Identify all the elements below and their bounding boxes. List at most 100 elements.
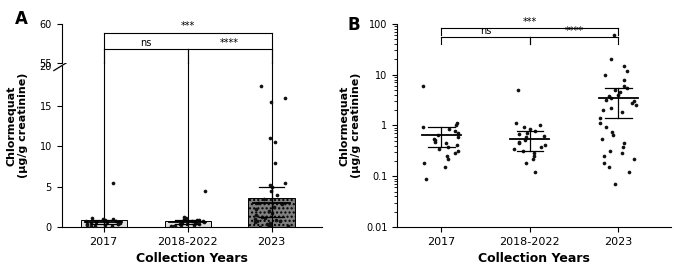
Text: B: B — [348, 16, 360, 34]
Point — [199, 219, 210, 224]
Point — [277, 202, 288, 206]
Point — [597, 108, 608, 112]
Point — [192, 218, 203, 223]
Point — [618, 84, 629, 88]
Point — [607, 130, 618, 134]
Point — [511, 121, 522, 125]
Bar — [164, 221, 211, 227]
Point — [513, 141, 524, 145]
Point — [189, 221, 200, 225]
Point — [619, 77, 630, 82]
Point — [270, 161, 281, 165]
Point — [180, 216, 191, 220]
Point — [617, 145, 628, 149]
Point — [259, 216, 270, 220]
Bar — [249, 198, 295, 227]
Point — [451, 123, 462, 128]
Point — [606, 57, 616, 62]
Point — [179, 217, 190, 221]
Point — [266, 185, 277, 189]
Point — [175, 221, 186, 226]
Point — [112, 222, 123, 226]
Point — [508, 147, 519, 151]
Point — [420, 176, 431, 181]
Point — [453, 130, 464, 135]
Point — [603, 94, 614, 98]
Point — [598, 161, 609, 165]
Point — [520, 161, 531, 165]
Point — [528, 157, 539, 161]
Point — [255, 224, 266, 229]
Point — [86, 216, 97, 220]
Point — [540, 143, 551, 147]
Point — [266, 189, 277, 193]
Point — [616, 151, 627, 155]
Point — [418, 125, 429, 129]
Point — [265, 100, 276, 104]
Point — [264, 183, 275, 187]
Point — [271, 193, 282, 197]
Point — [270, 140, 281, 144]
Point — [623, 170, 634, 174]
Point — [274, 219, 285, 223]
Point — [514, 139, 525, 144]
Point — [279, 96, 290, 100]
Point — [265, 223, 276, 227]
Y-axis label: Chlormequat
(μg/g creatinine): Chlormequat (μg/g creatinine) — [339, 73, 360, 178]
Point — [608, 133, 619, 137]
Point — [265, 221, 276, 225]
Point — [251, 213, 262, 217]
Point — [198, 219, 209, 223]
Point — [262, 222, 273, 226]
Point — [169, 224, 179, 228]
Point — [629, 157, 640, 161]
Point — [188, 223, 199, 227]
Point — [194, 218, 205, 222]
Point — [99, 218, 110, 223]
Point — [179, 215, 190, 219]
Point — [517, 148, 528, 153]
Point — [258, 197, 269, 201]
Point — [251, 219, 262, 224]
Point — [627, 101, 638, 105]
Point — [264, 136, 275, 140]
Point — [263, 224, 274, 228]
Point — [253, 201, 264, 205]
Point — [525, 127, 536, 131]
X-axis label: Collection Years: Collection Years — [478, 252, 590, 264]
Point — [280, 181, 291, 185]
Point — [176, 220, 187, 224]
Point — [608, 33, 619, 37]
Point — [595, 121, 606, 125]
Point — [440, 165, 451, 169]
Point — [595, 116, 606, 120]
Point — [429, 139, 440, 144]
Text: ns: ns — [480, 26, 491, 36]
Point — [452, 148, 463, 153]
Point — [614, 90, 625, 94]
Point — [169, 224, 180, 228]
Point — [186, 219, 197, 223]
Point — [86, 221, 97, 225]
Text: ****: **** — [564, 26, 584, 36]
Text: ***: *** — [180, 21, 195, 31]
Point — [181, 222, 192, 227]
Point — [256, 215, 267, 219]
Point — [434, 147, 445, 151]
Point — [440, 141, 451, 145]
Text: A: A — [15, 10, 27, 28]
Point — [628, 99, 639, 103]
Point — [449, 151, 460, 155]
Text: ns: ns — [140, 38, 151, 48]
Point — [530, 170, 540, 174]
Point — [520, 138, 531, 142]
Point — [418, 84, 429, 88]
Point — [190, 221, 201, 225]
Point — [609, 88, 620, 92]
Point — [419, 161, 429, 165]
Point — [428, 136, 439, 141]
Point — [113, 222, 124, 227]
Point — [429, 138, 440, 142]
Point — [530, 129, 541, 133]
Point — [90, 224, 101, 228]
